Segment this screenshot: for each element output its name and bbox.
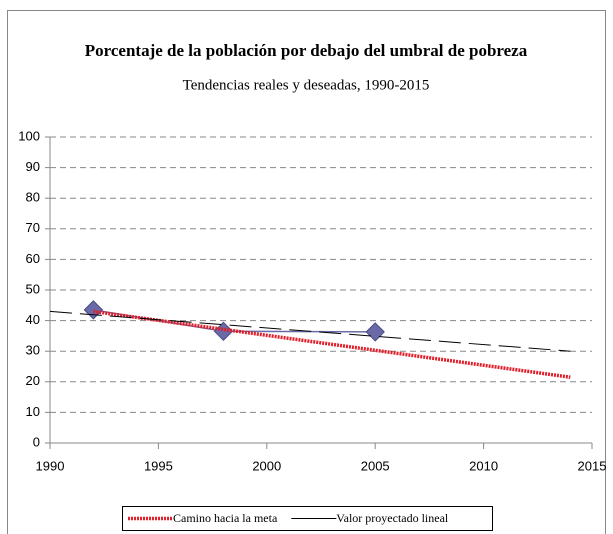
x-tick-label: 2005 bbox=[361, 458, 390, 473]
y-tick-label: 0 bbox=[33, 434, 40, 449]
y-tick-label: 100 bbox=[18, 128, 40, 143]
legend-label: Camino hacia la meta bbox=[173, 511, 278, 525]
chart-title: Porcentaje de la población por debajo de… bbox=[85, 41, 528, 60]
x-tick-label: 1990 bbox=[36, 458, 65, 473]
y-tick-label: 40 bbox=[26, 312, 40, 327]
x-tick-label: 1995 bbox=[144, 458, 173, 473]
x-tick-label: 2015 bbox=[578, 458, 607, 473]
y-tick-label: 30 bbox=[26, 343, 40, 358]
data-point bbox=[213, 321, 234, 342]
x-tick-label: 2010 bbox=[469, 458, 498, 473]
chart-border bbox=[7, 10, 606, 534]
x-tick-label: 2000 bbox=[252, 458, 281, 473]
y-tick-label: 70 bbox=[26, 220, 40, 235]
chart-subtitle: Tendencias reales y deseadas, 1990-2015 bbox=[183, 77, 430, 93]
legend: Camino hacia la meta Valor proyectado lin… bbox=[122, 506, 493, 531]
series-line bbox=[93, 309, 571, 379]
y-tick-label: 90 bbox=[26, 159, 40, 174]
series-line bbox=[49, 310, 571, 352]
legend-label: Valor proyectado lineal bbox=[336, 511, 449, 525]
y-tick-label: 60 bbox=[26, 251, 40, 266]
y-tick-label: 10 bbox=[26, 404, 40, 419]
y-tick-label: 80 bbox=[26, 190, 40, 205]
y-tick-label: 50 bbox=[26, 281, 40, 296]
y-tick-label: 20 bbox=[26, 373, 40, 388]
